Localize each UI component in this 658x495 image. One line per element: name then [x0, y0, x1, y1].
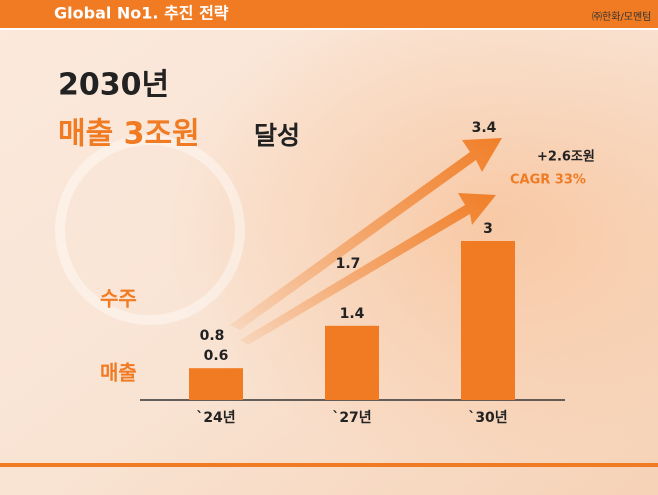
- footer-line: [0, 463, 658, 467]
- x-tick-label: `27년: [332, 410, 371, 426]
- growth-annotation: +2.6조원: [537, 150, 595, 165]
- title-highlight: 매출 3조원: [58, 117, 200, 152]
- sales-arrow: [240, 193, 496, 345]
- x-tick-label: `24년: [196, 410, 235, 426]
- title-suffix: 달성: [254, 121, 300, 150]
- cagr-annotation: CAGR 33%: [510, 173, 586, 188]
- header-title: Global No1. 추진 전략: [54, 4, 229, 23]
- order-arrow: [230, 138, 502, 330]
- series-label: 매출: [100, 361, 137, 385]
- value-label: 3: [483, 221, 493, 237]
- value-label: 0.6: [204, 348, 229, 364]
- header-bar: [0, 0, 658, 28]
- header-line: [0, 28, 658, 30]
- logo-text: ㈜한화/모멘텀: [592, 10, 651, 23]
- bar: [461, 241, 515, 400]
- order-label: 3.4: [472, 120, 497, 136]
- value-label: 1.4: [340, 306, 365, 322]
- order-label: 0.8: [200, 328, 225, 344]
- series-label: 수주: [100, 287, 137, 311]
- logo-mark: [571, 8, 589, 26]
- title-line1: 2030년: [58, 68, 169, 103]
- bar: [325, 325, 379, 400]
- bar: [189, 368, 243, 400]
- decor-circle: [55, 135, 245, 325]
- x-tick-label: `30년: [468, 410, 507, 426]
- order-label: 1.7: [336, 256, 361, 272]
